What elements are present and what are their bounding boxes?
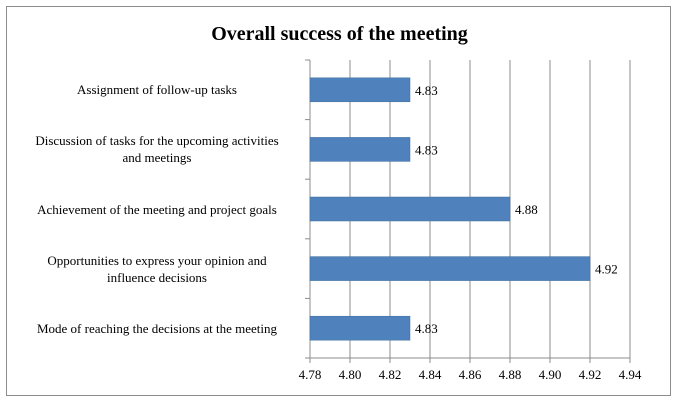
category-label: Discussion of tasks for the upcoming act… — [12, 132, 302, 166]
category-label-line: and meetings — [122, 150, 192, 166]
bar-value-label: 4.83 — [415, 321, 438, 336]
bar — [309, 137, 411, 162]
x-tick-label: 4.84 — [419, 367, 442, 382]
bar — [309, 315, 411, 341]
bar — [309, 77, 411, 103]
x-tick-label: 4.94 — [619, 367, 642, 382]
category-label-line: Mode of reaching the decisions at the me… — [36, 320, 278, 336]
bar-value-label: 4.92 — [595, 262, 618, 277]
category-label-line: influence decisions — [107, 269, 207, 285]
category-label-line: Assignment of follow-up tasks — [77, 82, 237, 98]
category-label: Assignment of follow-up tasks — [12, 81, 302, 98]
x-tick-label: 4.90 — [539, 367, 562, 382]
x-tick-label: 4.82 — [379, 367, 402, 382]
category-label: Opportunities to express your opinion an… — [12, 252, 302, 286]
chart-title: Overall success of the meeting — [211, 23, 468, 45]
bar — [309, 256, 591, 281]
bar-value-label: 4.83 — [415, 142, 438, 157]
x-tick-label: 4.88 — [499, 367, 522, 382]
category-label-line: Discussion of tasks for the upcoming act… — [35, 133, 279, 149]
x-tick-label: 4.92 — [579, 367, 602, 382]
bar-value-label: 4.88 — [515, 202, 538, 217]
category-label-line: Opportunities to express your opinion an… — [47, 252, 267, 268]
category-label: Achievement of the meeting and project g… — [12, 201, 302, 218]
x-tick-label: 4.80 — [339, 367, 362, 382]
bar-value-label: 4.83 — [415, 83, 438, 98]
x-tick-label: 4.78 — [299, 367, 322, 382]
category-label-line: Achievement of the meeting and project g… — [37, 201, 277, 217]
bar — [309, 196, 511, 222]
category-label: Mode of reaching the decisions at the me… — [12, 320, 302, 337]
x-tick-label: 4.86 — [459, 367, 482, 382]
